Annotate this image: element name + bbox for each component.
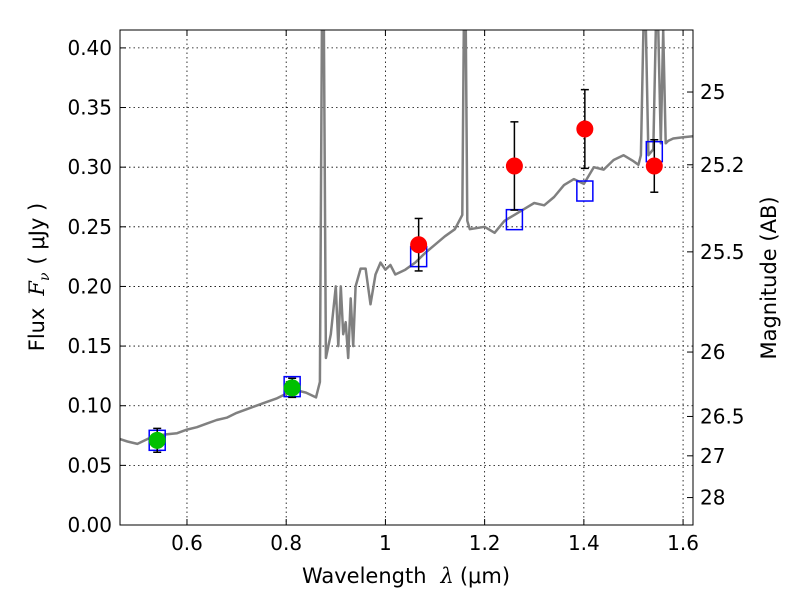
- x-tick-label: 1.6: [667, 531, 699, 555]
- y-tick-label: 0.15: [67, 334, 112, 358]
- grid-lines: [120, 30, 693, 526]
- x-axis-ticks: 0.6 0.8 1 1.2 1.4 1.6: [171, 30, 699, 555]
- observed-point: [505, 121, 523, 211]
- y-axis-label: FluxFν( μJy ): [25, 203, 53, 351]
- y-tick-label: 0.30: [67, 155, 112, 179]
- magnitude-tick-label: 26.5: [700, 404, 745, 428]
- y-tick-label: 0.35: [67, 96, 112, 120]
- observed-marker: [410, 236, 428, 254]
- magnitude-axis-label: Magnitude (AB): [757, 196, 781, 359]
- x-axis-label: Wavelength λ (μm): [302, 564, 510, 588]
- y-axis-ticks: 0.00 0.05 0.10 0.15 0.20 0.25 0.30 0.35 0.40: [67, 36, 126, 537]
- model-point: [576, 180, 594, 202]
- x-tick-label: 1.2: [469, 531, 501, 555]
- observed-marker: [576, 120, 594, 138]
- observed-points-layer: [148, 88, 663, 453]
- y-tick-label: 0.10: [67, 394, 112, 418]
- observed-point: [148, 427, 166, 453]
- observed-point: [645, 138, 663, 193]
- magnitude-tick-label: 26: [700, 340, 725, 364]
- x-tick-label: 0.6: [171, 531, 203, 555]
- observed-marker: [148, 431, 166, 449]
- magnitude-tick-label: 27: [700, 444, 725, 468]
- observed-marker: [283, 379, 301, 397]
- observed-marker: [645, 157, 663, 175]
- observed-point: [576, 88, 594, 170]
- y-tick-label: 0.20: [67, 274, 112, 298]
- magnitude-tick-label: 25.5: [700, 240, 745, 264]
- plot-frame: [119, 29, 694, 526]
- y-tick-label: 0.00: [67, 513, 112, 537]
- x-tick-label: 1: [379, 531, 392, 555]
- observed-marker: [505, 157, 523, 175]
- plot-area: [120, 30, 693, 525]
- observed-point: [410, 217, 428, 272]
- y-tick-label: 0.05: [67, 453, 112, 477]
- magnitude-tick-label: 25.2: [700, 153, 745, 177]
- magnitude-tick-label: 25: [700, 80, 725, 104]
- y-tick-label: 0.25: [67, 215, 112, 239]
- magnitude-axis-ticks: 25 25.2 25.5 26 26.5 27 28: [687, 80, 745, 510]
- x-tick-label: 0.8: [270, 531, 302, 555]
- observed-point: [283, 377, 301, 399]
- model-spectrum-layer: [120, 30, 693, 446]
- x-tick-label: 1.4: [568, 531, 600, 555]
- model-spectrum-line: [120, 30, 693, 446]
- magnitude-tick-label: 28: [700, 486, 725, 510]
- y-tick-label: 0.40: [67, 36, 112, 60]
